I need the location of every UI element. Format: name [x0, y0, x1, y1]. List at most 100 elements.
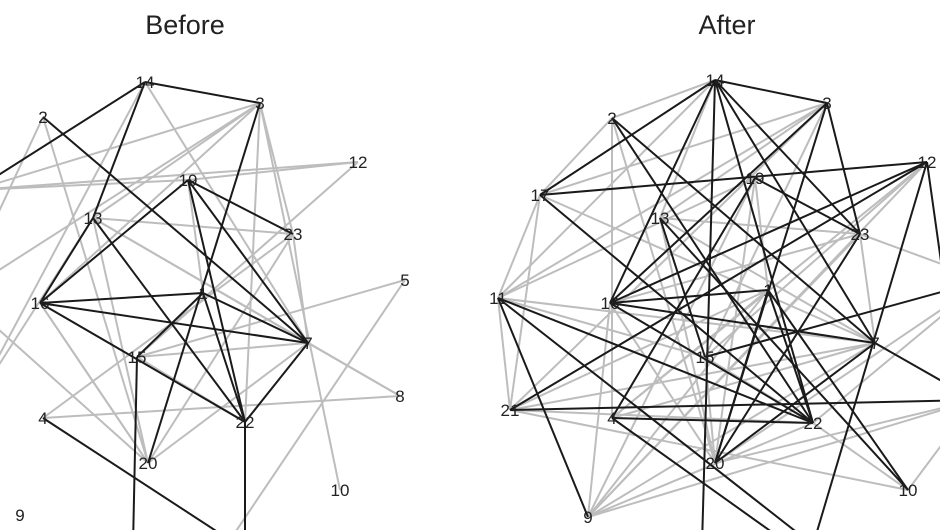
dark-edge-14-3 — [144, 81, 261, 104]
light-edge-9-8 — [587, 409, 940, 518]
light-edge-9-7 — [587, 342, 876, 518]
light-edge-3-15 — [704, 102, 828, 358]
light-edge-3-16 — [39, 102, 261, 304]
light-edge-23-7 — [292, 233, 309, 344]
node-label-15: 15 — [128, 348, 147, 367]
dark-edge-1-22 — [767, 289, 814, 424]
light-edge-23-5 — [859, 233, 940, 265]
dark-edge-19-23 — [754, 177, 861, 235]
node-label-9: 9 — [583, 508, 592, 527]
node-label-17: 17 — [531, 186, 550, 205]
node-label-20: 20 — [706, 454, 725, 473]
light-edge-11-7 — [497, 297, 876, 344]
node-label-20: 20 — [139, 454, 158, 473]
dark-edge-7-8 — [874, 342, 940, 382]
light-edge-16-23 — [609, 233, 861, 304]
dark-edge-14-16 — [609, 79, 716, 304]
light-edge-21-1 — [509, 289, 769, 411]
light-edge-20-13 — [92, 217, 149, 464]
light-edge-16-9 — [587, 302, 611, 518]
dark-edge-4-6b — [42, 417, 217, 530]
dark-edge-7-22 — [244, 342, 309, 423]
dark-edge-15-6a — [132, 356, 138, 530]
dark-edge-4-6b — [611, 417, 771, 530]
dark-edge-12-6 — [816, 161, 928, 530]
node-label-14: 14 — [706, 71, 725, 90]
node-label-13: 13 — [84, 209, 103, 228]
dark-edge-3-16 — [609, 102, 828, 304]
dark-edge-19-23 — [187, 179, 294, 235]
dark-edge-4-22 — [611, 417, 814, 424]
light-edge-3-10 — [259, 102, 341, 491]
node-label-3: 3 — [822, 94, 831, 113]
light-edge-22-5 — [812, 316, 940, 424]
dark-edge-16-22 — [609, 302, 814, 424]
light-edge-3-13 — [92, 102, 261, 219]
light-edge-3-17 — [0, 102, 261, 184]
light-edge-5-6b — [235, 279, 406, 530]
light-edge-5-15 — [136, 279, 406, 358]
node-label-4: 4 — [607, 409, 616, 428]
node-label-12: 12 — [918, 153, 937, 172]
dark-edge-11-9 — [497, 297, 589, 518]
light-edge-3-13 — [659, 102, 828, 219]
light-edge-16-20 — [39, 302, 149, 464]
node-label-15: 15 — [696, 348, 715, 367]
dark-edge-15-5 — [704, 291, 940, 358]
node-label-12: 12 — [349, 153, 368, 172]
dark-edge-14-17 — [0, 81, 146, 176]
node-label-10: 10 — [331, 481, 350, 500]
light-edge-7-8 — [307, 342, 401, 397]
dark-edge-14-6a — [701, 79, 716, 530]
node-label-8: 8 — [395, 387, 404, 406]
node-label-7: 7 — [303, 334, 312, 353]
node-label-3: 3 — [255, 94, 264, 113]
node-label-11: 11 — [489, 289, 507, 308]
dark-edge-7-20 — [714, 342, 876, 464]
light-edge-20-8 — [714, 407, 940, 464]
light-edge-23-7 — [859, 233, 876, 344]
light-edge-20-7 — [147, 342, 309, 464]
dark-edge-12-21 — [509, 161, 928, 411]
dark-edge-19-7 — [187, 179, 309, 344]
node-label-5: 5 — [400, 271, 409, 290]
node-label-9: 9 — [15, 506, 24, 525]
dark-edge-14-22 — [714, 79, 814, 424]
dark-edge-21-8 — [509, 399, 940, 411]
light-edge-11-20 — [0, 329, 149, 464]
node-label-22: 22 — [236, 413, 255, 432]
light-edge-21-10 — [509, 409, 909, 491]
dark-edge-3-20 — [147, 102, 261, 464]
light-edge-13-23 — [92, 217, 294, 235]
dark-edge-4-19 — [611, 177, 756, 419]
before-graph: 14 3 2 12 19 13 23 5 16 1 7 15 8 4 22 20 10 9 — [0, 73, 410, 530]
light-edge-9-1 — [587, 289, 769, 518]
light-edge-3-22 — [244, 102, 261, 423]
light-edge-20-5 — [714, 309, 940, 464]
light-edge-17-11 — [497, 194, 541, 299]
dark-edge-14-7 — [714, 79, 876, 344]
light-edge-14-13 — [659, 79, 716, 219]
dark-edge-16-7 — [39, 302, 309, 344]
dark-edge-11-6 — [497, 297, 796, 530]
dark-edge-11-22 — [497, 297, 814, 424]
node-label-23: 23 — [851, 225, 870, 244]
dark-edge-23-20 — [714, 233, 861, 464]
light-edge-2-11 — [0, 116, 44, 212]
node-label-4: 4 — [38, 409, 47, 428]
node-label-16: 16 — [31, 294, 50, 313]
node-label-19: 19 — [746, 169, 765, 188]
node-label-1: 1 — [763, 281, 772, 300]
dark-edge-19-22 — [187, 179, 246, 423]
dark-edge-1-22 — [202, 292, 246, 423]
light-edge-1-19 — [187, 179, 204, 294]
node-label-23: 23 — [284, 225, 303, 244]
dark-edge-1-15 — [136, 292, 204, 358]
dark-edge-14-17 — [539, 79, 716, 196]
dark-edge-1-10 — [767, 289, 909, 491]
light-edge-11-21 — [497, 297, 511, 411]
dark-edge-13-22 — [92, 217, 246, 423]
dark-edge-19-16 — [39, 179, 189, 304]
node-label-19: 19 — [179, 171, 198, 190]
